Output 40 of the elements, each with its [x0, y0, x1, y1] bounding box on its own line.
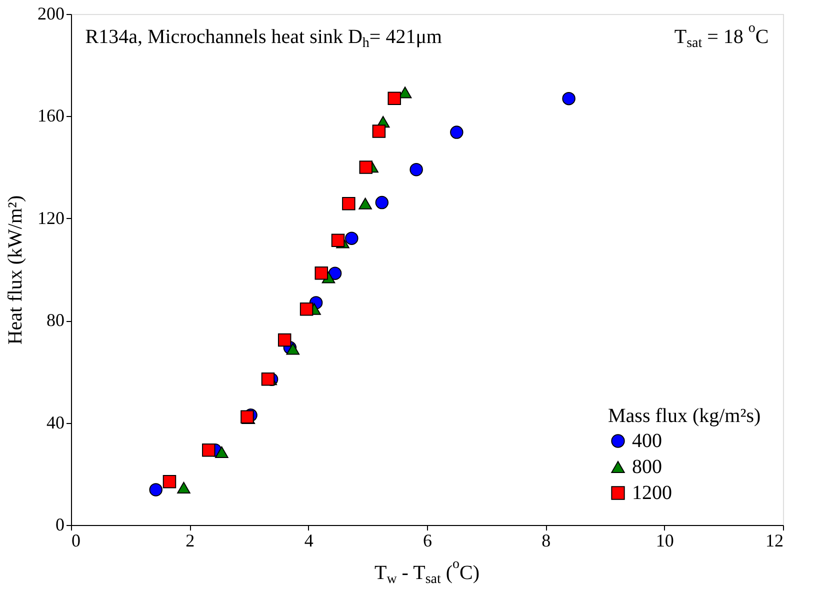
point — [450, 126, 464, 139]
y-tick-label: 200 — [38, 4, 64, 24]
x-tick-label: 2 — [186, 530, 195, 550]
point — [331, 234, 345, 247]
x-tick-label: 0 — [72, 530, 80, 550]
y-tick-label: 40 — [46, 412, 64, 432]
point — [358, 198, 372, 210]
y-axis-title: Heat flux (kW/m²) — [4, 195, 26, 345]
point — [278, 333, 292, 347]
point — [149, 483, 162, 496]
point — [202, 444, 216, 457]
x-tick-label: 8 — [542, 530, 551, 550]
x-tick-label: 4 — [304, 530, 314, 550]
legend-label: 400 — [632, 430, 662, 452]
x-tick-label: 10 — [656, 530, 674, 550]
x-tick-label: 12 — [766, 530, 784, 550]
legend-title: Mass flux (kg/m²s) — [608, 405, 761, 427]
legend-label: 1200 — [632, 482, 672, 504]
point — [261, 372, 275, 386]
x-tick-label: 6 — [423, 530, 432, 550]
point — [314, 266, 328, 280]
y-tick-label: 0 — [56, 514, 64, 534]
point — [388, 92, 401, 105]
y-tick-label: 160 — [38, 106, 64, 126]
point — [162, 474, 176, 488]
point — [300, 302, 314, 316]
point — [359, 160, 373, 174]
point — [562, 92, 576, 106]
point — [375, 196, 389, 210]
legend-label: 800 — [632, 456, 662, 478]
y-tick-label: 120 — [38, 208, 64, 228]
point — [286, 343, 300, 355]
point — [345, 232, 358, 245]
point — [177, 482, 190, 494]
point — [342, 196, 356, 210]
y-tick-label: 80 — [46, 310, 64, 330]
point — [328, 266, 342, 280]
point — [372, 124, 386, 138]
point — [215, 446, 228, 458]
point — [410, 162, 423, 176]
